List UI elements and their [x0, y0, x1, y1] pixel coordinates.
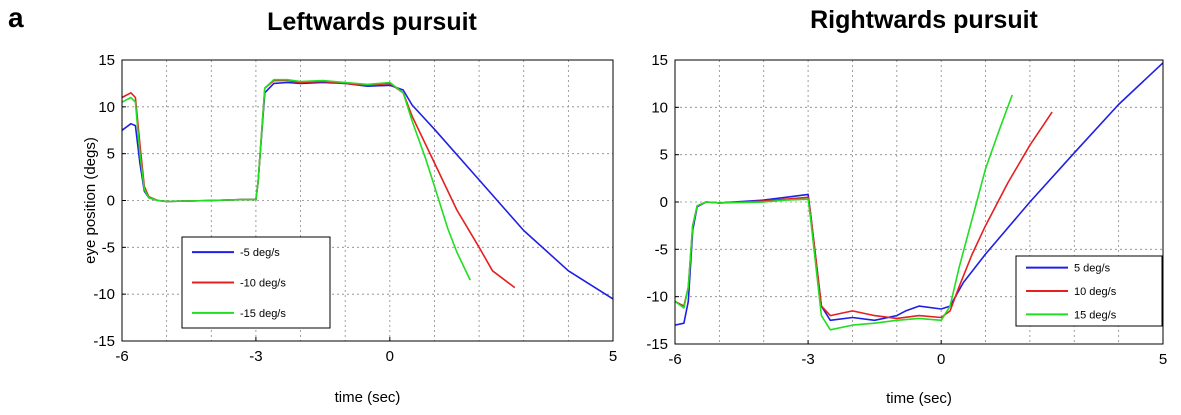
x-tick-label: -6: [115, 348, 128, 365]
chart-title: Rightwards pursuit: [810, 6, 1038, 34]
y-tick-label: 5: [660, 147, 668, 164]
legend-label: -5 deg/s: [240, 247, 280, 259]
y-tick-label: -15: [646, 336, 668, 353]
legend-label: -10 deg/s: [240, 278, 286, 290]
x-tick-label: -3: [801, 351, 814, 368]
y-tick-label: -5: [102, 239, 115, 256]
legend-label: 15 deg/s: [1074, 309, 1117, 321]
legend: -5 deg/s -10 deg/s -15 deg/s: [181, 236, 331, 329]
y-axis-label: eye position (degs): [82, 137, 99, 264]
x-axis-label: time (sec): [886, 390, 952, 407]
legend-label: -15 deg/s: [240, 308, 286, 320]
legend-label: 10 deg/s: [1074, 286, 1117, 298]
y-tick-label: -15: [93, 333, 115, 350]
legend: 5 deg/s 10 deg/s 15 deg/s: [1015, 255, 1163, 327]
y-tick-label: 5: [107, 146, 115, 163]
y-tick-label: -10: [646, 289, 668, 306]
panel-label: a: [8, 2, 24, 33]
chart-1: -6 -3 0 5 15 10 5 0 -5 -10 -15 Leftwards pursuit tim…: [82, 8, 617, 406]
y-tick-label: 0: [107, 193, 115, 210]
x-tick-label: 5: [609, 348, 617, 365]
series-line-3: [121, 78, 471, 281]
y-tick-label: 15: [651, 52, 668, 69]
chart-2: -6 -3 0 5 15 10 5 0 -5 -10 -15 Rightwards pursuit ti…: [646, 6, 1167, 407]
x-tick-label: -6: [668, 351, 681, 368]
legend-label: 5 deg/s: [1074, 263, 1111, 275]
y-tick-label: -10: [93, 286, 115, 303]
y-tick-label: 10: [98, 99, 115, 116]
y-tick-label: 10: [651, 99, 668, 116]
x-tick-label: 0: [937, 351, 945, 368]
chart-title: Leftwards pursuit: [267, 8, 477, 36]
y-tick-label: -5: [655, 241, 668, 258]
x-tick-label: 5: [1159, 351, 1167, 368]
x-tick-label: 0: [386, 348, 394, 365]
series-line-3: [674, 94, 1013, 331]
y-tick-label: 0: [660, 194, 668, 211]
x-axis-label: time (sec): [335, 389, 401, 406]
x-tick-label: -3: [249, 348, 262, 365]
y-tick-label: 15: [98, 52, 115, 69]
